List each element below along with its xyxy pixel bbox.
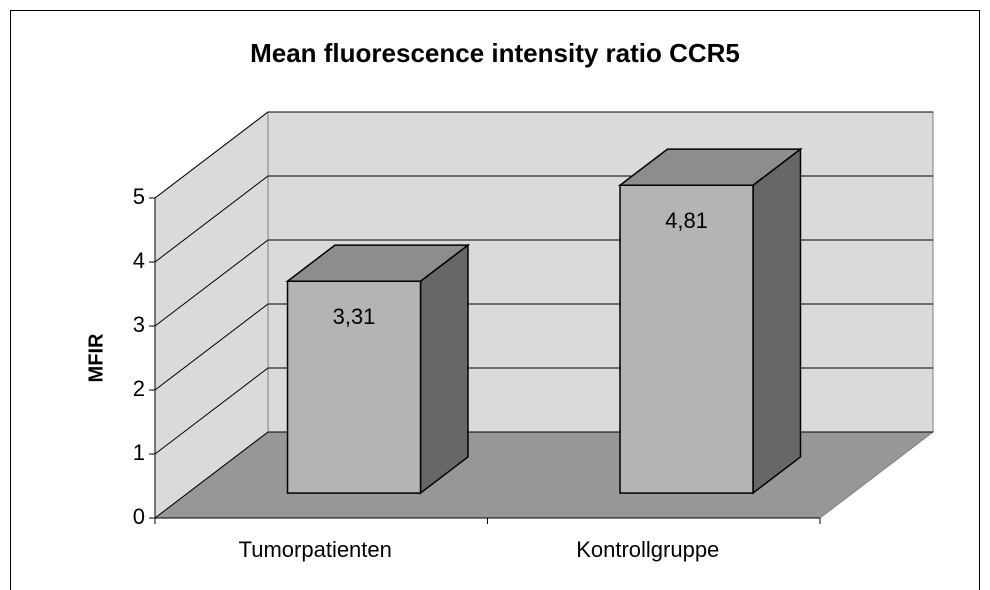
bar xyxy=(286,280,422,494)
bar-side xyxy=(752,147,802,495)
bar-side xyxy=(419,243,469,495)
y-axis-label: MFIR xyxy=(85,333,107,382)
data-label: 4,81 xyxy=(665,208,708,233)
y-tick-label: 1 xyxy=(133,440,145,465)
data-label: 3,31 xyxy=(333,304,376,329)
y-tick-label: 0 xyxy=(133,504,145,529)
grid-line xyxy=(154,111,933,199)
y-tick-label: 3 xyxy=(133,312,145,337)
floor xyxy=(153,431,935,519)
bar xyxy=(619,184,754,494)
x-tick-label: Kontrollgruppe xyxy=(576,537,719,562)
y-tick-label: 4 xyxy=(133,248,145,273)
y-tick-label: 5 xyxy=(133,184,145,209)
chart-title: Mean fluorescence intensity ratio CCR5 xyxy=(250,38,740,68)
y-tick-label: 2 xyxy=(133,376,145,401)
x-tick-label: Tumorpatienten xyxy=(239,537,392,562)
